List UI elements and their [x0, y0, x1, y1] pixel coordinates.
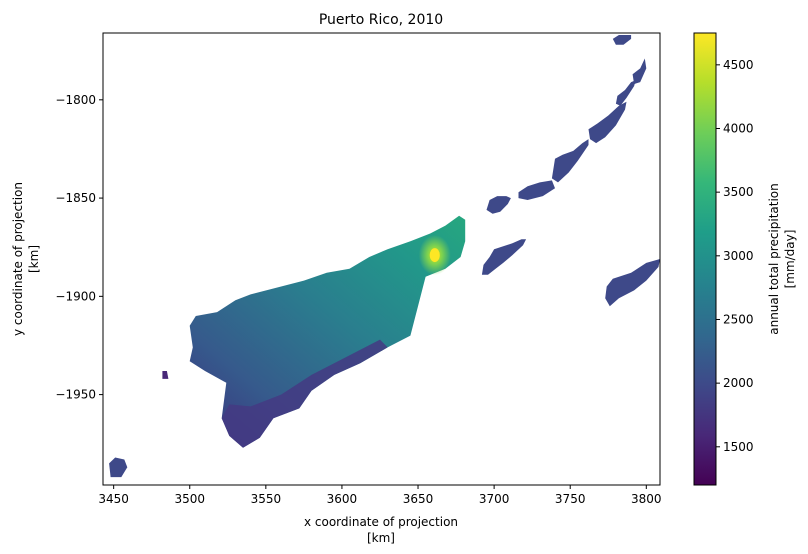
- desecheo-islet: [162, 371, 169, 379]
- culebra-island: [481, 239, 527, 275]
- x-axis-ticks: 3450 3500 3550 3600 3650 3700 3750 3800: [98, 485, 662, 506]
- colorbar-ticks: 1500 2000 2500 3000 3500 4000 4500: [716, 58, 754, 454]
- small-island-east: [486, 196, 511, 214]
- y-axis-label: y coordinate of projection: [11, 182, 25, 336]
- y-axis-unit: [km]: [27, 245, 41, 273]
- colorbar-tick-label: 2500: [723, 312, 754, 326]
- colorbar: [693, 32, 717, 486]
- colorbar-tick-label: 2000: [723, 376, 754, 390]
- northeast-islet: [612, 35, 632, 45]
- colorbar-label: annual total precipitation: [767, 183, 781, 335]
- x-tick-label: 3450: [98, 492, 129, 506]
- x-tick-label: 3800: [631, 492, 662, 506]
- x-tick-label: 3650: [403, 492, 434, 506]
- y-tick-label: −1900: [55, 289, 96, 303]
- y-tick-label: −1800: [55, 93, 96, 107]
- y-axis-ticks: −1800 −1850 −1900 −1950: [55, 93, 103, 402]
- y-tick-label: −1950: [55, 388, 96, 402]
- precipitation-regions: [109, 35, 660, 478]
- colorbar-tick-label: 3500: [723, 185, 754, 199]
- x-tick-label: 3700: [479, 492, 510, 506]
- x-tick-label: 3600: [327, 492, 358, 506]
- colorbar-tick-label: 1500: [723, 440, 754, 454]
- plot-area: [103, 33, 660, 485]
- y-tick-label: −1850: [55, 191, 96, 205]
- x-axis-unit: [km]: [367, 531, 395, 545]
- x-tick-label: 3750: [555, 492, 586, 506]
- colorbar-tick-label: 4500: [723, 58, 754, 72]
- chart-title: Puerto Rico, 2010: [319, 12, 443, 28]
- x-axis-label: x coordinate of projection: [304, 515, 458, 529]
- vieques-island: [605, 259, 660, 307]
- el-yunque-peak: [429, 248, 440, 263]
- colorbar-unit: [mm/day]: [783, 230, 797, 289]
- colorbar-tick-label: 4000: [723, 121, 754, 135]
- x-tick-label: 3550: [251, 492, 282, 506]
- colorbar-tick-label: 3000: [723, 249, 754, 263]
- islands-chain-3: [615, 80, 636, 106]
- main-island: [189, 215, 466, 448]
- south-coast-low-precip: [221, 339, 388, 448]
- plot-frame: [102, 32, 661, 486]
- islands-chain-2: [588, 101, 627, 144]
- islands-chain-1: [551, 139, 589, 183]
- islands-chain-5: [518, 180, 555, 200]
- islands-chain-4: [632, 58, 647, 85]
- x-tick-label: 3500: [174, 492, 205, 506]
- mona-island: [109, 457, 128, 478]
